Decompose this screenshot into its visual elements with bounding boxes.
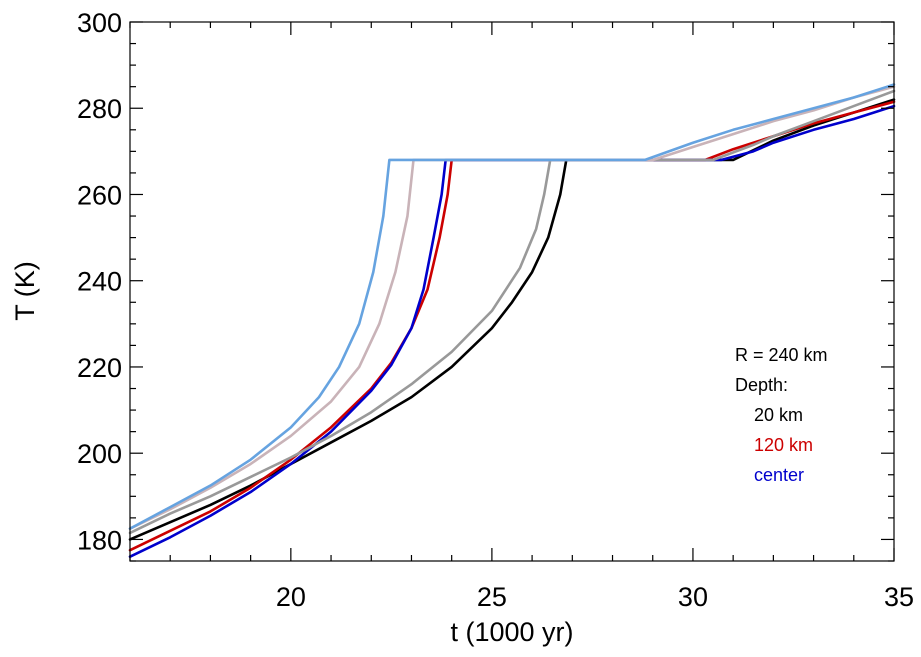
x-tick-label: 30 [678, 582, 708, 612]
series-line-5 [128, 85, 896, 530]
annotation-depth-120km: 120 km [754, 435, 813, 455]
y-tick-label: 240 [77, 267, 122, 297]
tick-labels: 20 25 30 35 180 200 220 240 260 280 300 [77, 8, 914, 612]
series-line-3 [128, 104, 896, 558]
y-tick-label: 300 [77, 8, 122, 38]
x-tick-label: 20 [276, 582, 306, 612]
series-line-4 [128, 89, 896, 535]
series-lines [128, 83, 896, 558]
series-line-6 [128, 83, 896, 530]
axis-ticks [129, 21, 895, 562]
y-tick-label: 180 [77, 525, 122, 555]
y-tick-label: 280 [77, 94, 122, 124]
annotation-radius: R = 240 km [735, 345, 828, 365]
y-tick-label: 260 [77, 180, 122, 210]
annotation-depth-20km: 20 km [754, 405, 803, 425]
y-axis-title: T (K) [10, 261, 40, 321]
annotation-depth-title: Depth: [735, 375, 788, 395]
plot-frame [129, 21, 895, 562]
y-tick-label: 200 [77, 439, 122, 469]
annotation-depth-center: center [754, 465, 804, 485]
legend-annotation: R = 240 km Depth: 20 km 120 km center [735, 345, 828, 485]
x-axis-title: t (1000 yr) [450, 617, 573, 647]
y-tick-label: 220 [77, 353, 122, 383]
x-tick-label: 35 [884, 582, 914, 612]
x-tick-label: 25 [477, 582, 507, 612]
